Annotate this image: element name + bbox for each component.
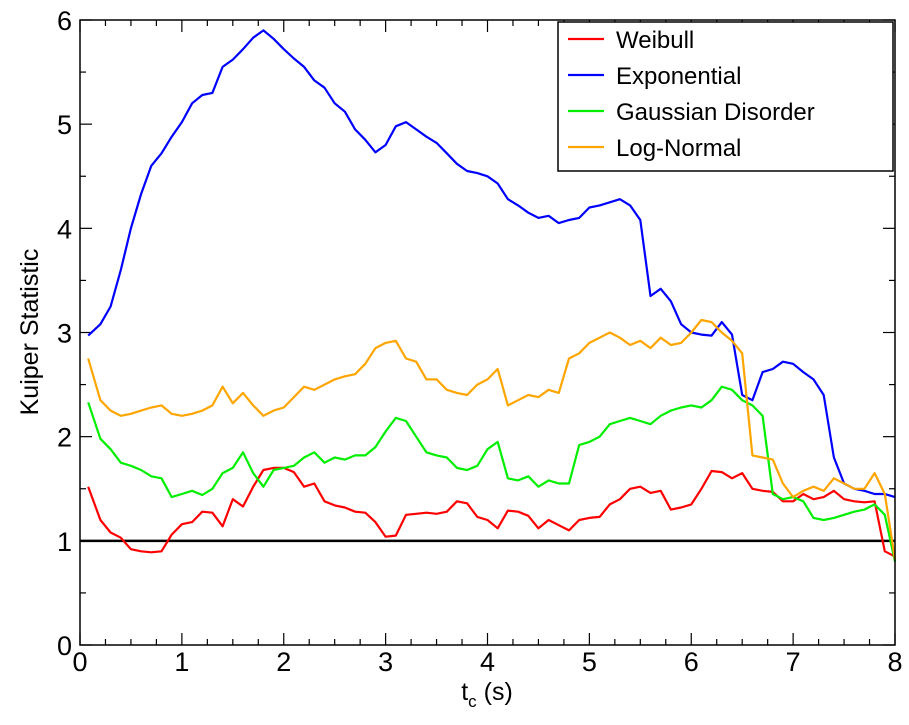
x-tick-label: 4 bbox=[480, 647, 495, 677]
x-tick-label: 8 bbox=[887, 647, 902, 677]
legend-label-log-normal: Log-Normal bbox=[616, 135, 741, 162]
y-tick-label: 4 bbox=[57, 214, 72, 244]
y-tick-label: 1 bbox=[57, 527, 72, 557]
series-lines bbox=[87, 29, 897, 562]
legend-label-exponential: Exponential bbox=[616, 63, 741, 90]
x-tick-label: 3 bbox=[378, 647, 393, 677]
legend: Weibull Exponential Gaussian Disorder Log-N… bbox=[557, 21, 894, 172]
y-tick-label: 0 bbox=[57, 631, 72, 661]
x-tick-label: 2 bbox=[276, 647, 291, 677]
legend-label-weibull: Weibull bbox=[616, 27, 694, 54]
y-tick-label: 2 bbox=[57, 423, 72, 453]
x-tick-label: 5 bbox=[582, 647, 597, 677]
legend-label-gaussian-disorder: Gaussian Disorder bbox=[616, 99, 815, 126]
x-tick-label: 6 bbox=[684, 647, 699, 677]
series-line-gaussian-disorder bbox=[87, 385, 897, 562]
x-axis-title-unit: (s) bbox=[477, 678, 513, 706]
y-tick-label: 5 bbox=[57, 110, 72, 140]
plot-frame bbox=[79, 19, 896, 646]
x-tick-label: 0 bbox=[72, 647, 87, 677]
legend-box bbox=[557, 21, 894, 172]
tick-labels: 0 1 2 3 4 5 6 7 8 0 1 2 3 4 5 6 bbox=[57, 6, 903, 677]
x-axis-title-subscript: c bbox=[468, 692, 477, 711]
y-tick-label: 3 bbox=[57, 319, 72, 349]
series-line-exponential bbox=[87, 29, 896, 499]
x-tick-label: 7 bbox=[786, 647, 801, 677]
x-axis-title: tc (s) bbox=[461, 678, 513, 711]
x-axis-title-symbol: t bbox=[461, 678, 468, 706]
y-axis-title: Kuiper Statistic bbox=[16, 249, 44, 416]
series-line-weibull bbox=[87, 466, 896, 558]
x-tick-label: 1 bbox=[174, 647, 189, 677]
y-tick-label: 6 bbox=[57, 6, 72, 36]
series-line-log-normal bbox=[87, 318, 897, 560]
